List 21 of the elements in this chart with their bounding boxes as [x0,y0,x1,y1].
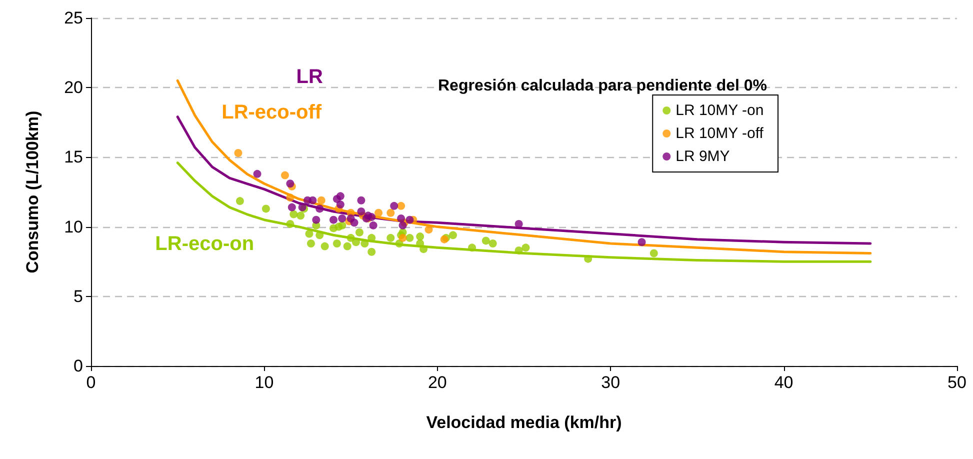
x-tick-label: 0 [86,373,96,392]
x-tick-label: 10 [254,373,274,392]
y-tick-label: 25 [64,8,83,28]
series-label: LR-eco-on [155,232,254,255]
legend-label: LR 10MY -on [676,102,764,119]
x-tick-label: 20 [428,373,447,392]
y-tick-label: 15 [64,148,83,167]
y-tick-label: 20 [64,78,83,98]
x-tick-label: 40 [774,373,794,392]
x-axis-title: Velocidad media (km/hr) [426,413,622,432]
x-tick-label: 30 [601,373,620,392]
y-tick-label: 10 [64,217,83,236]
y-tick-label: 0 [74,356,83,376]
x-tick-label: 50 [948,373,966,392]
series-label: LR-eco-off [222,102,322,124]
text: Regresión calculada para pendiente del 0% [438,78,767,94]
legend-label: LR 10MY -off [676,125,764,142]
text: LR [296,66,324,88]
y-tick-label: 5 [74,286,83,306]
legend-label: LR 9MY [676,148,730,165]
y-axis-title: Consumo (L/100km) [23,110,42,274]
